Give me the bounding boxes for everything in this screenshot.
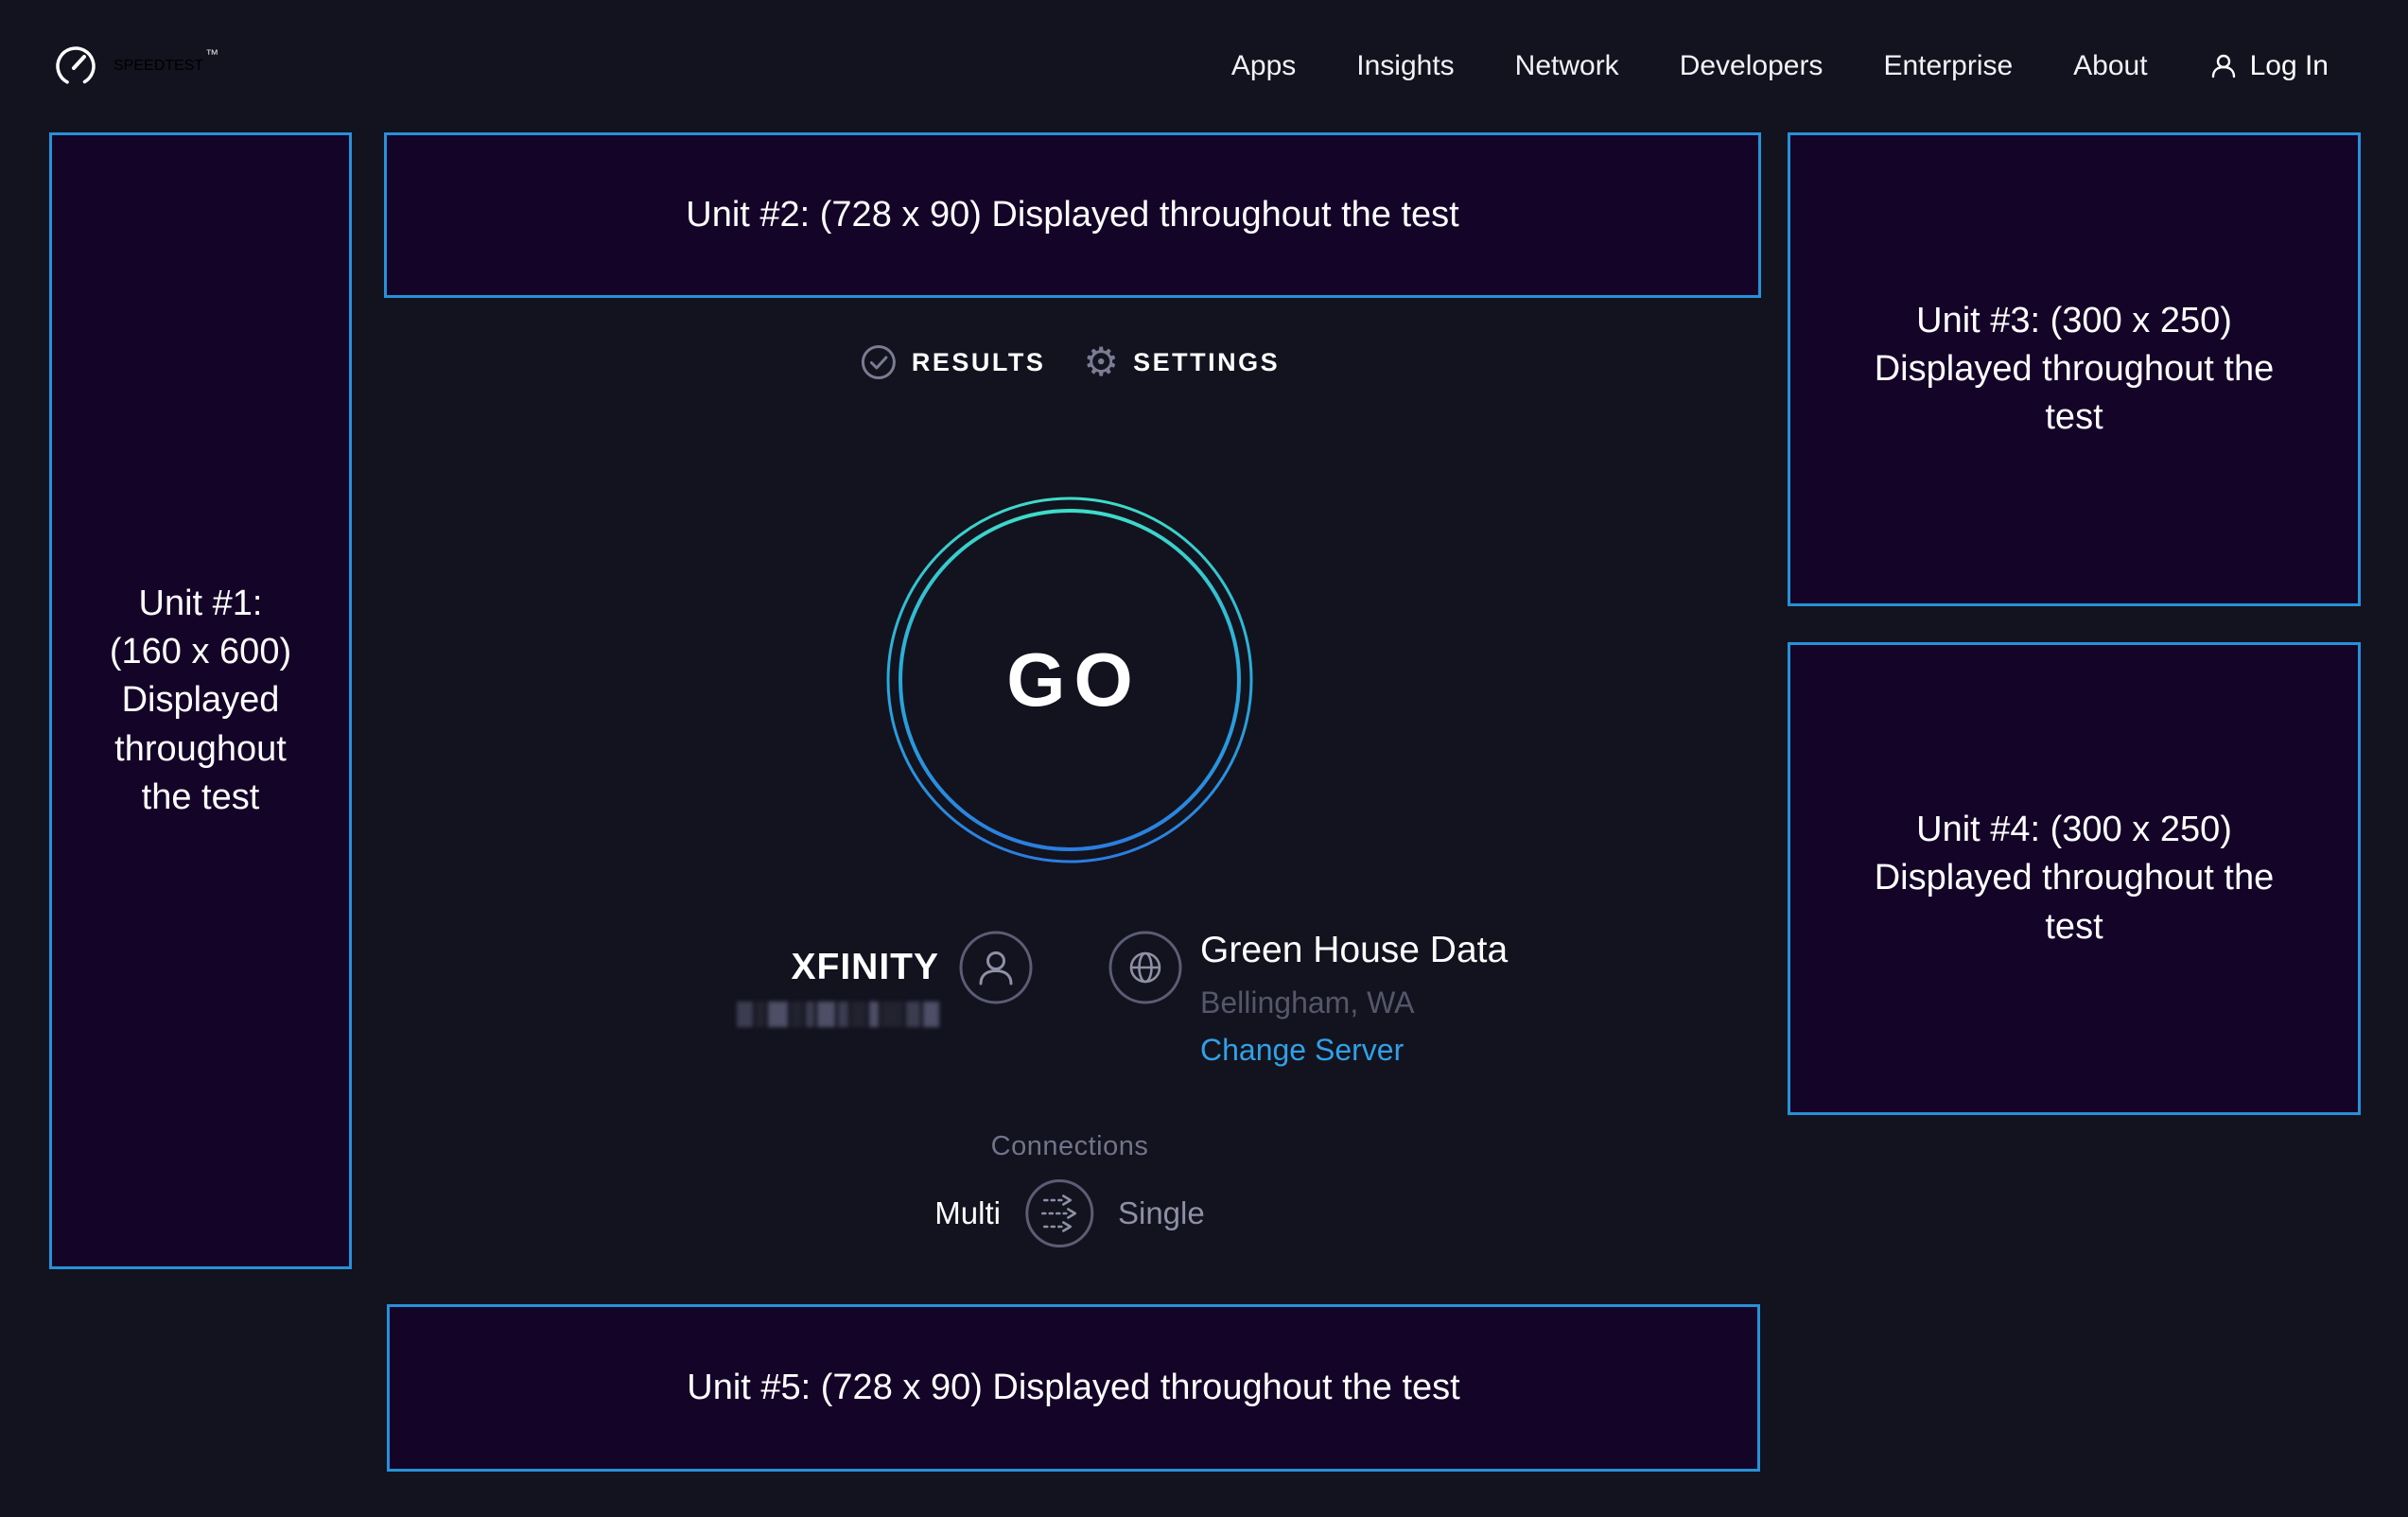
multi-connection-icon[interactable]: [1024, 1178, 1094, 1248]
ad-unit-4-text: Unit #4: (300 x 250) Displayed throughou…: [1874, 810, 2275, 947]
ad-unit-2-text: Unit #2: (728 x 90) Displayed throughout…: [686, 194, 1459, 235]
server-location: Bellingham, WA: [1200, 985, 1415, 1020]
nav-item-about[interactable]: About: [2073, 50, 2148, 81]
speedtest-logo[interactable]: SPEEDTEST™: [53, 44, 219, 89]
connection-info-row: XFINITY Green House Data Bellingham, WA: [542, 930, 1597, 1068]
tab-settings[interactable]: ⚙ SETTINGS: [1083, 342, 1280, 382]
gauge-icon: [56, 46, 96, 86]
ad-unit-3-text: Unit #3: (300 x 250) Displayed throughou…: [1874, 300, 2275, 438]
go-button-label: GO: [1006, 637, 1142, 722]
speed-test-panel: RESULTS ⚙ SETTINGS GO: [352, 132, 1788, 1305]
nav-item-enterprise[interactable]: Enterprise: [1883, 50, 2014, 81]
nav-item-insights[interactable]: Insights: [1356, 50, 1455, 81]
logo-text: SPEEDTEST™: [113, 46, 219, 74]
change-server-link[interactable]: Change Server: [1200, 1033, 1405, 1067]
connections-label: Connections: [990, 1131, 1149, 1161]
ad-unit-3: Unit #3: (300 x 250) Displayed throughou…: [1788, 132, 2361, 606]
ad-unit-4: Unit #4: (300 x 250) Displayed throughou…: [1788, 642, 2361, 1115]
single-label: Single: [1117, 1195, 1205, 1230]
results-settings-tabs: RESULTS ⚙ SETTINGS: [860, 342, 1280, 382]
trademark-mark: ™: [205, 46, 219, 61]
settings-tab-label: SETTINGS: [1133, 347, 1281, 376]
top-nav-bar: SPEEDTEST™ Apps Insights Network Develop…: [0, 0, 2408, 132]
isp-block: XFINITY: [542, 930, 939, 1027]
isp-name: XFINITY: [791, 947, 939, 987]
server-name: Green House Data: [1200, 930, 1509, 970]
login-label: Log In: [2249, 50, 2329, 81]
isp-user-icon: [959, 931, 1033, 1004]
server-globe-icon: [1108, 931, 1182, 1004]
nav-links: Apps Insights Network Developers Enterpr…: [1231, 50, 2329, 82]
multi-label: Multi: [934, 1195, 1001, 1230]
user-icon: [2211, 54, 2235, 78]
results-tab-label: RESULTS: [911, 347, 1046, 376]
ad-unit-5-text: Unit #5: (728 x 90) Displayed throughout…: [687, 1367, 1460, 1407]
ad-unit-1-text: Unit #1: (160 x 600) Displayed throughou…: [109, 583, 292, 817]
nav-item-apps[interactable]: Apps: [1230, 50, 1297, 81]
nav-item-developers[interactable]: Developers: [1679, 50, 1823, 81]
ad-unit-1: Unit #1: (160 x 600) Displayed throughou…: [49, 132, 352, 1269]
ad-unit-5: Unit #5: (728 x 90) Displayed throughout…: [387, 1304, 1760, 1472]
go-button[interactable]: GO: [885, 496, 1254, 864]
spacer: [1034, 930, 1108, 1005]
nav-item-network[interactable]: Network: [1514, 50, 1619, 81]
gear-icon: ⚙: [1083, 339, 1120, 385]
go-button-rings: [886, 497, 1253, 863]
server-block: Green House Data Bellingham, WA Change S…: [1200, 930, 1597, 1068]
tab-results[interactable]: RESULTS: [860, 343, 1046, 381]
login-button[interactable]: Log In: [2208, 50, 2329, 82]
ad-unit-2: Unit #2: (728 x 90) Displayed throughout…: [384, 132, 1761, 298]
check-circle-icon: [861, 345, 896, 379]
connections-toggle[interactable]: Multi Single: [934, 1178, 1205, 1248]
redacted-ip: [737, 1002, 939, 1027]
